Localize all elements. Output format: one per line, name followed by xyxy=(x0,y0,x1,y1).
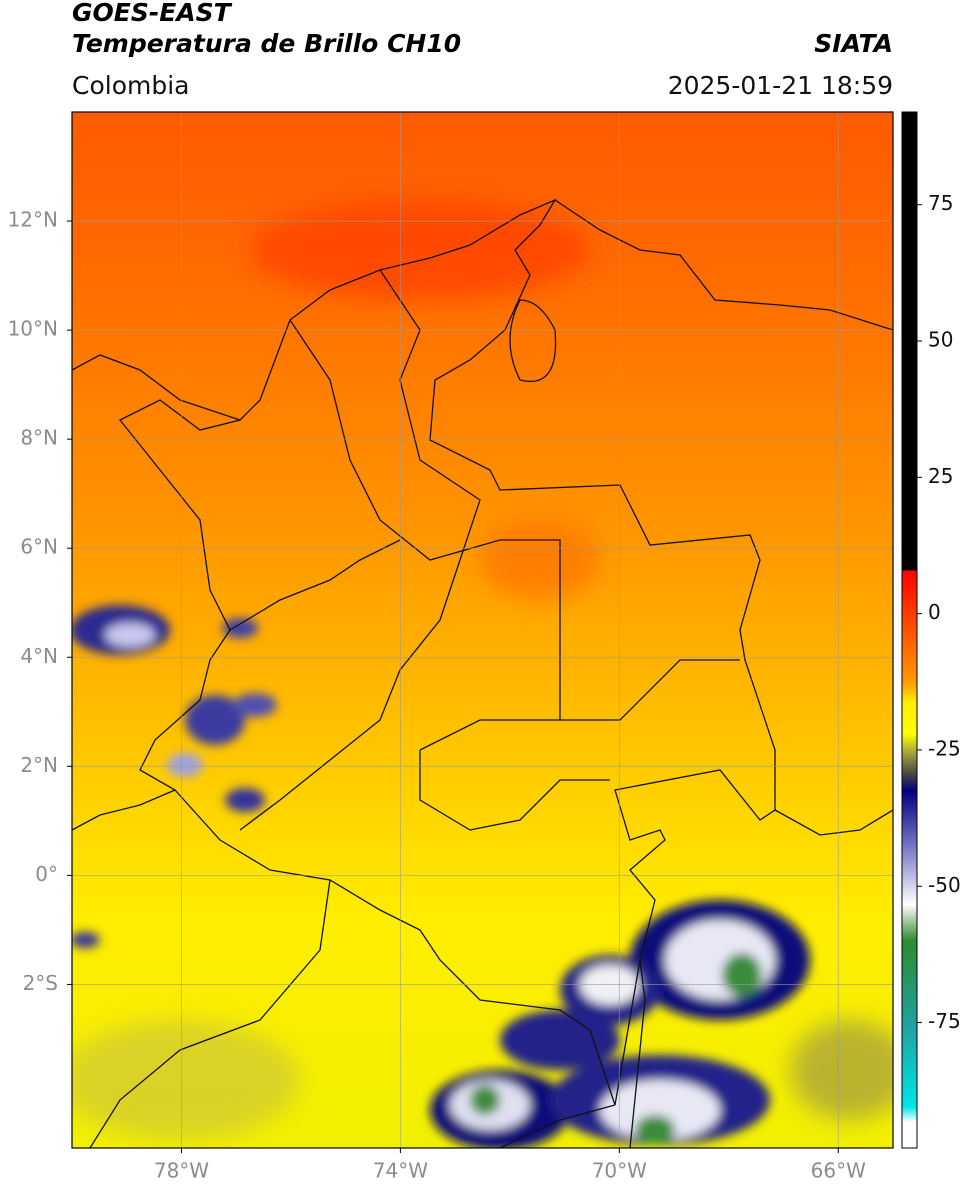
colorbar-tick-label: 50 xyxy=(928,328,953,352)
lon-tick-label: 70°W xyxy=(592,1159,647,1183)
lat-tick-label: 8°N xyxy=(20,426,58,450)
satellite: GOES-EAST xyxy=(72,0,233,27)
lat-tick-label: 0° xyxy=(35,862,58,886)
source: SIATA xyxy=(814,29,893,58)
colorbar-tick-label: -50 xyxy=(928,873,961,897)
lon-tick-label: 74°W xyxy=(373,1159,428,1183)
colorbar-tick-label: -25 xyxy=(928,736,961,760)
lon-tick-label: 78°W xyxy=(154,1159,209,1183)
colorbar-tick-label: 25 xyxy=(928,464,953,488)
graticule xyxy=(67,112,893,1153)
satellite-image xyxy=(72,112,893,1148)
lat-tick-label: 2°N xyxy=(20,753,58,777)
lat-tick-label: 6°N xyxy=(20,535,58,559)
colorbar-tick-label: 0 xyxy=(928,600,941,624)
lat-tick-label: 2°S xyxy=(23,971,58,995)
colorbar-tick-label: -75 xyxy=(928,1009,961,1033)
lat-tick-label: 10°N xyxy=(8,317,58,341)
borders xyxy=(72,198,893,1148)
datetime: 2025-01-21 18:59 xyxy=(668,71,893,100)
colorbar-tick-label: 75 xyxy=(928,191,953,215)
lat-tick-label: 4°N xyxy=(20,644,58,668)
map-frame xyxy=(71,111,894,1149)
lon-tick-label: 66°W xyxy=(811,1159,866,1183)
region: Colombia xyxy=(72,71,189,100)
lat-tick-label: 12°N xyxy=(8,208,58,232)
product: Temperatura de Brillo CH10 xyxy=(72,29,461,58)
colorbar xyxy=(901,111,918,1149)
